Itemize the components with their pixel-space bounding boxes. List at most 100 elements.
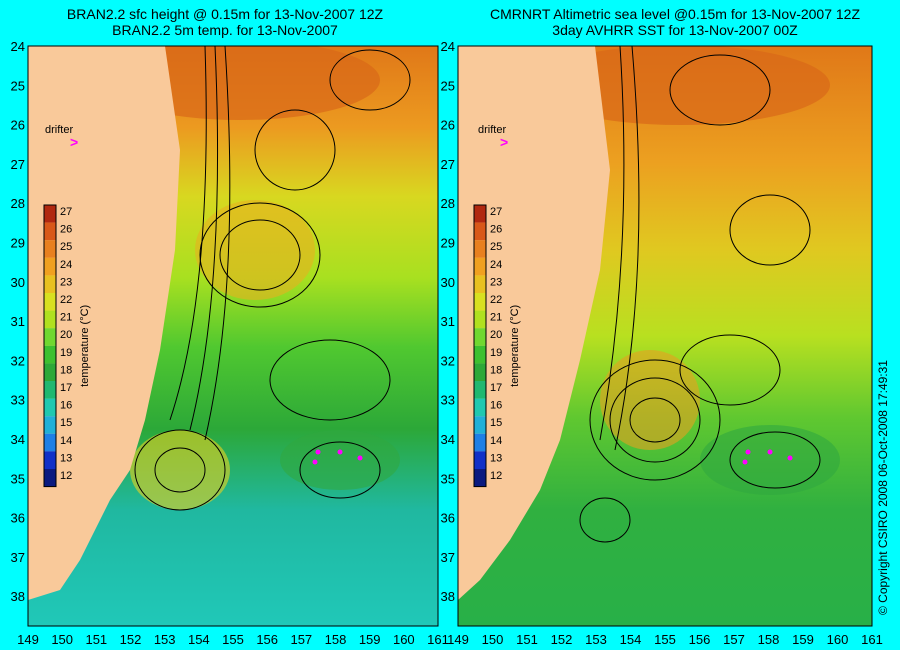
left-title-line1: BRAN2.2 sfc height @ 0.15m for 13-Nov-20… — [66, 6, 384, 22]
lon-tick-label: 152 — [120, 632, 142, 647]
lat-tick-label: 26 — [11, 118, 25, 133]
drifters: drifter>drifter> — [45, 124, 793, 465]
colorbar-tick-label: 25 — [60, 241, 72, 253]
colorbar-swatch — [44, 363, 56, 381]
lat-tick-label: 28 — [441, 196, 455, 211]
drifter-label: drifter — [478, 124, 506, 136]
lon-tick-label: 159 — [359, 632, 381, 647]
lat-tick-label: 38 — [441, 589, 455, 604]
colorbar-tick-label: 20 — [490, 329, 502, 341]
lon-tick-label: 151 — [516, 632, 538, 647]
colorbar-swatch — [474, 469, 486, 487]
lat-tick-label: 33 — [441, 393, 455, 408]
lat-tick-label: 30 — [441, 275, 455, 290]
colorbar-label: temperature (°C) — [79, 305, 91, 387]
colorbar-tick-label: 15 — [60, 417, 72, 429]
colorbar-swatch — [44, 398, 56, 417]
colorbar-swatch — [474, 381, 486, 399]
colorbar-tick-label: 25 — [490, 241, 502, 253]
colorbar-swatch — [474, 275, 486, 293]
colorbar-tick-label: 22 — [490, 294, 502, 306]
lon-tick-label: 161 — [427, 632, 449, 647]
colorbar-swatch — [474, 345, 486, 364]
colorbars: 27 26 25 24 23 22 21 20 19 18 17 16 15 14 13 12 temperat… — [43, 204, 521, 488]
colorbar-tick-label: 17 — [490, 382, 502, 394]
drifter-marker: > — [70, 134, 78, 150]
lon-tick-label: 161 — [861, 632, 883, 647]
drifter-track-point — [767, 449, 773, 455]
lon-tick-label: 158 — [325, 632, 347, 647]
drifter-track-point — [742, 459, 748, 465]
lat-tick-label: 27 — [441, 157, 455, 172]
colorbar-swatch — [44, 293, 56, 311]
colorbar-tick-label: 22 — [60, 294, 72, 306]
lat-tick-label: 32 — [11, 353, 25, 368]
colorbar-swatch — [474, 363, 486, 381]
lon-tick-label: 155 — [222, 632, 244, 647]
lon-tick-label: 157 — [723, 632, 745, 647]
colorbar-tick-label: 16 — [60, 400, 72, 412]
lat-tick-label: 34 — [441, 432, 455, 447]
right-title-line2: 3day AVHRR SST for 13-Nov-2007 00Z — [552, 22, 798, 38]
lon-tick-label: 156 — [689, 632, 711, 647]
right-title: CMRNRT Altimetric sea level @0.15m for 1… — [450, 6, 900, 38]
left-map — [27, 45, 439, 627]
colorbar-swatch — [474, 222, 486, 241]
lon-tick-label: 158 — [758, 632, 780, 647]
lat-tick-label: 27 — [11, 157, 25, 172]
lon-tick-label: 152 — [551, 632, 573, 647]
colorbar-swatch — [44, 222, 56, 241]
colorbar-tick-label: 14 — [490, 435, 502, 447]
lat-tick-label: 30 — [11, 275, 25, 290]
right-land — [458, 46, 610, 626]
lon-tick-label: 149 — [447, 632, 469, 647]
colorbar-tick-label: 19 — [490, 347, 502, 359]
colorbar-swatch — [474, 240, 486, 258]
lat-tick-label: 28 — [11, 196, 25, 211]
axis-labels: 24 25 26 27 28 29 30 31 32 33 34 35 36 37 38 149 150 151 1… — [11, 39, 883, 647]
right-map — [457, 45, 873, 627]
left-height-contours — [134, 46, 411, 511]
colorbar-swatch — [44, 381, 56, 399]
colorbar-tick-label: 27 — [490, 206, 502, 218]
left-title-line2: BRAN2.2 5m temp. for 13-Nov-2007 — [112, 22, 338, 38]
left-land — [28, 46, 180, 626]
colorbar-swatch — [44, 257, 56, 276]
colorbar-swatch — [474, 451, 486, 469]
colorbar: 27 26 25 24 23 22 21 20 19 18 17 16 15 14 13 12 temperat… — [43, 204, 91, 488]
lon-tick-label: 150 — [51, 632, 73, 647]
drifter-track-point — [312, 459, 318, 465]
lat-tick-label: 35 — [441, 471, 455, 486]
colorbar-swatch — [44, 433, 56, 452]
lat-tick-label: 38 — [11, 589, 25, 604]
colorbar-swatch — [474, 416, 486, 434]
lon-tick-label: 150 — [482, 632, 504, 647]
lon-tick-label: 157 — [290, 632, 312, 647]
lat-tick-label: 26 — [441, 118, 455, 133]
drifter-track-point — [787, 455, 793, 461]
colorbar-tick-label: 12 — [490, 470, 502, 482]
colorbar-swatch — [44, 328, 56, 346]
colorbar-swatch — [44, 416, 56, 434]
lat-tick-label: 31 — [441, 314, 455, 329]
lon-tick-label: 153 — [585, 632, 607, 647]
colorbar-tick-label: 19 — [60, 347, 72, 359]
drifter-track-point — [315, 449, 321, 455]
colorbar-swatch — [44, 275, 56, 293]
lat-tick-label: 34 — [11, 432, 25, 447]
colorbar-tick-label: 18 — [490, 364, 502, 376]
lat-tick-label: 25 — [441, 78, 455, 93]
colorbar-swatch — [474, 257, 486, 276]
colorbar-swatch — [474, 328, 486, 346]
colorbar-swatch — [44, 345, 56, 364]
colorbar-swatch — [474, 433, 486, 452]
left-title: BRAN2.2 sfc height @ 0.15m for 13-Nov-20… — [0, 6, 450, 38]
colorbar-label: temperature (°C) — [509, 305, 521, 387]
colorbar-tick-label: 24 — [490, 259, 502, 271]
colorbar-tick-label: 16 — [490, 400, 502, 412]
colorbar-tick-label: 20 — [60, 329, 72, 341]
lat-tick-label: 32 — [441, 353, 455, 368]
colorbar-tick-label: 15 — [490, 417, 502, 429]
colorbar-swatch — [44, 240, 56, 258]
colorbar-swatch — [474, 398, 486, 417]
